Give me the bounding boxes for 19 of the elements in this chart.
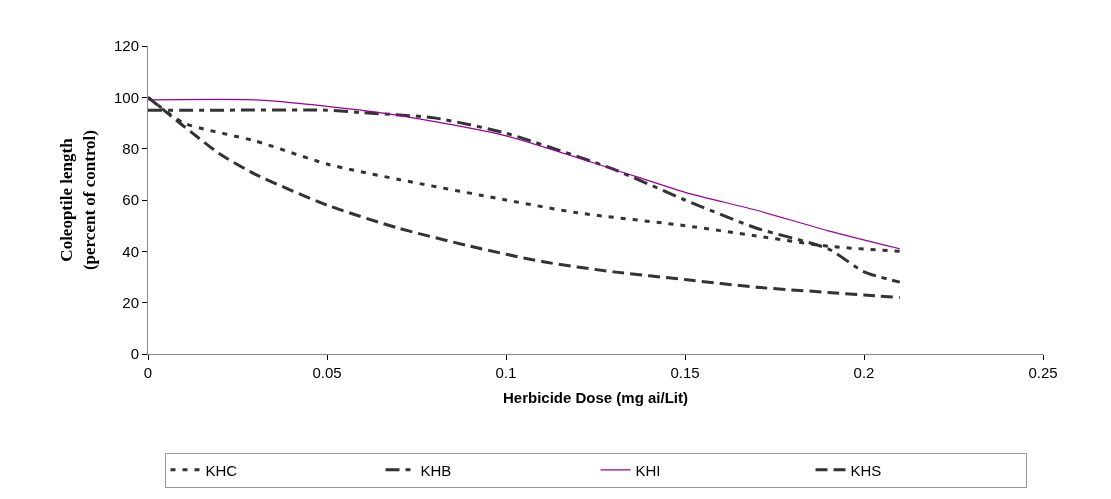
y-axis-title: Coleoptile length (percent of control) (57, 129, 99, 271)
x-tick-label: 0.25 (1028, 364, 1058, 381)
x-tick-label: 0.15 (670, 364, 700, 381)
legend-label: KHI (635, 461, 661, 479)
y-tick-label: 0 (130, 345, 139, 363)
x-tick-label: 0.1 (495, 364, 517, 381)
legend-label: KHC (205, 461, 238, 479)
x-axis-title: Herbicide Dose (mg ai/Lit) (502, 389, 689, 406)
y-tick-label: 20 (122, 293, 139, 311)
y-tick-label: 120 (113, 37, 139, 55)
y-tick-label: 80 (122, 139, 139, 157)
x-tick-label: 0.05 (312, 364, 342, 381)
x-tick-label: 0 (143, 364, 153, 381)
y-tick-label: 100 (113, 88, 139, 106)
x-tick-label: 0.2 (853, 364, 875, 381)
legend-label: KHS (850, 461, 882, 479)
y-tick-label: 40 (122, 242, 139, 260)
y-tick-label: 60 (122, 191, 139, 209)
legend-label: KHB (420, 461, 452, 479)
